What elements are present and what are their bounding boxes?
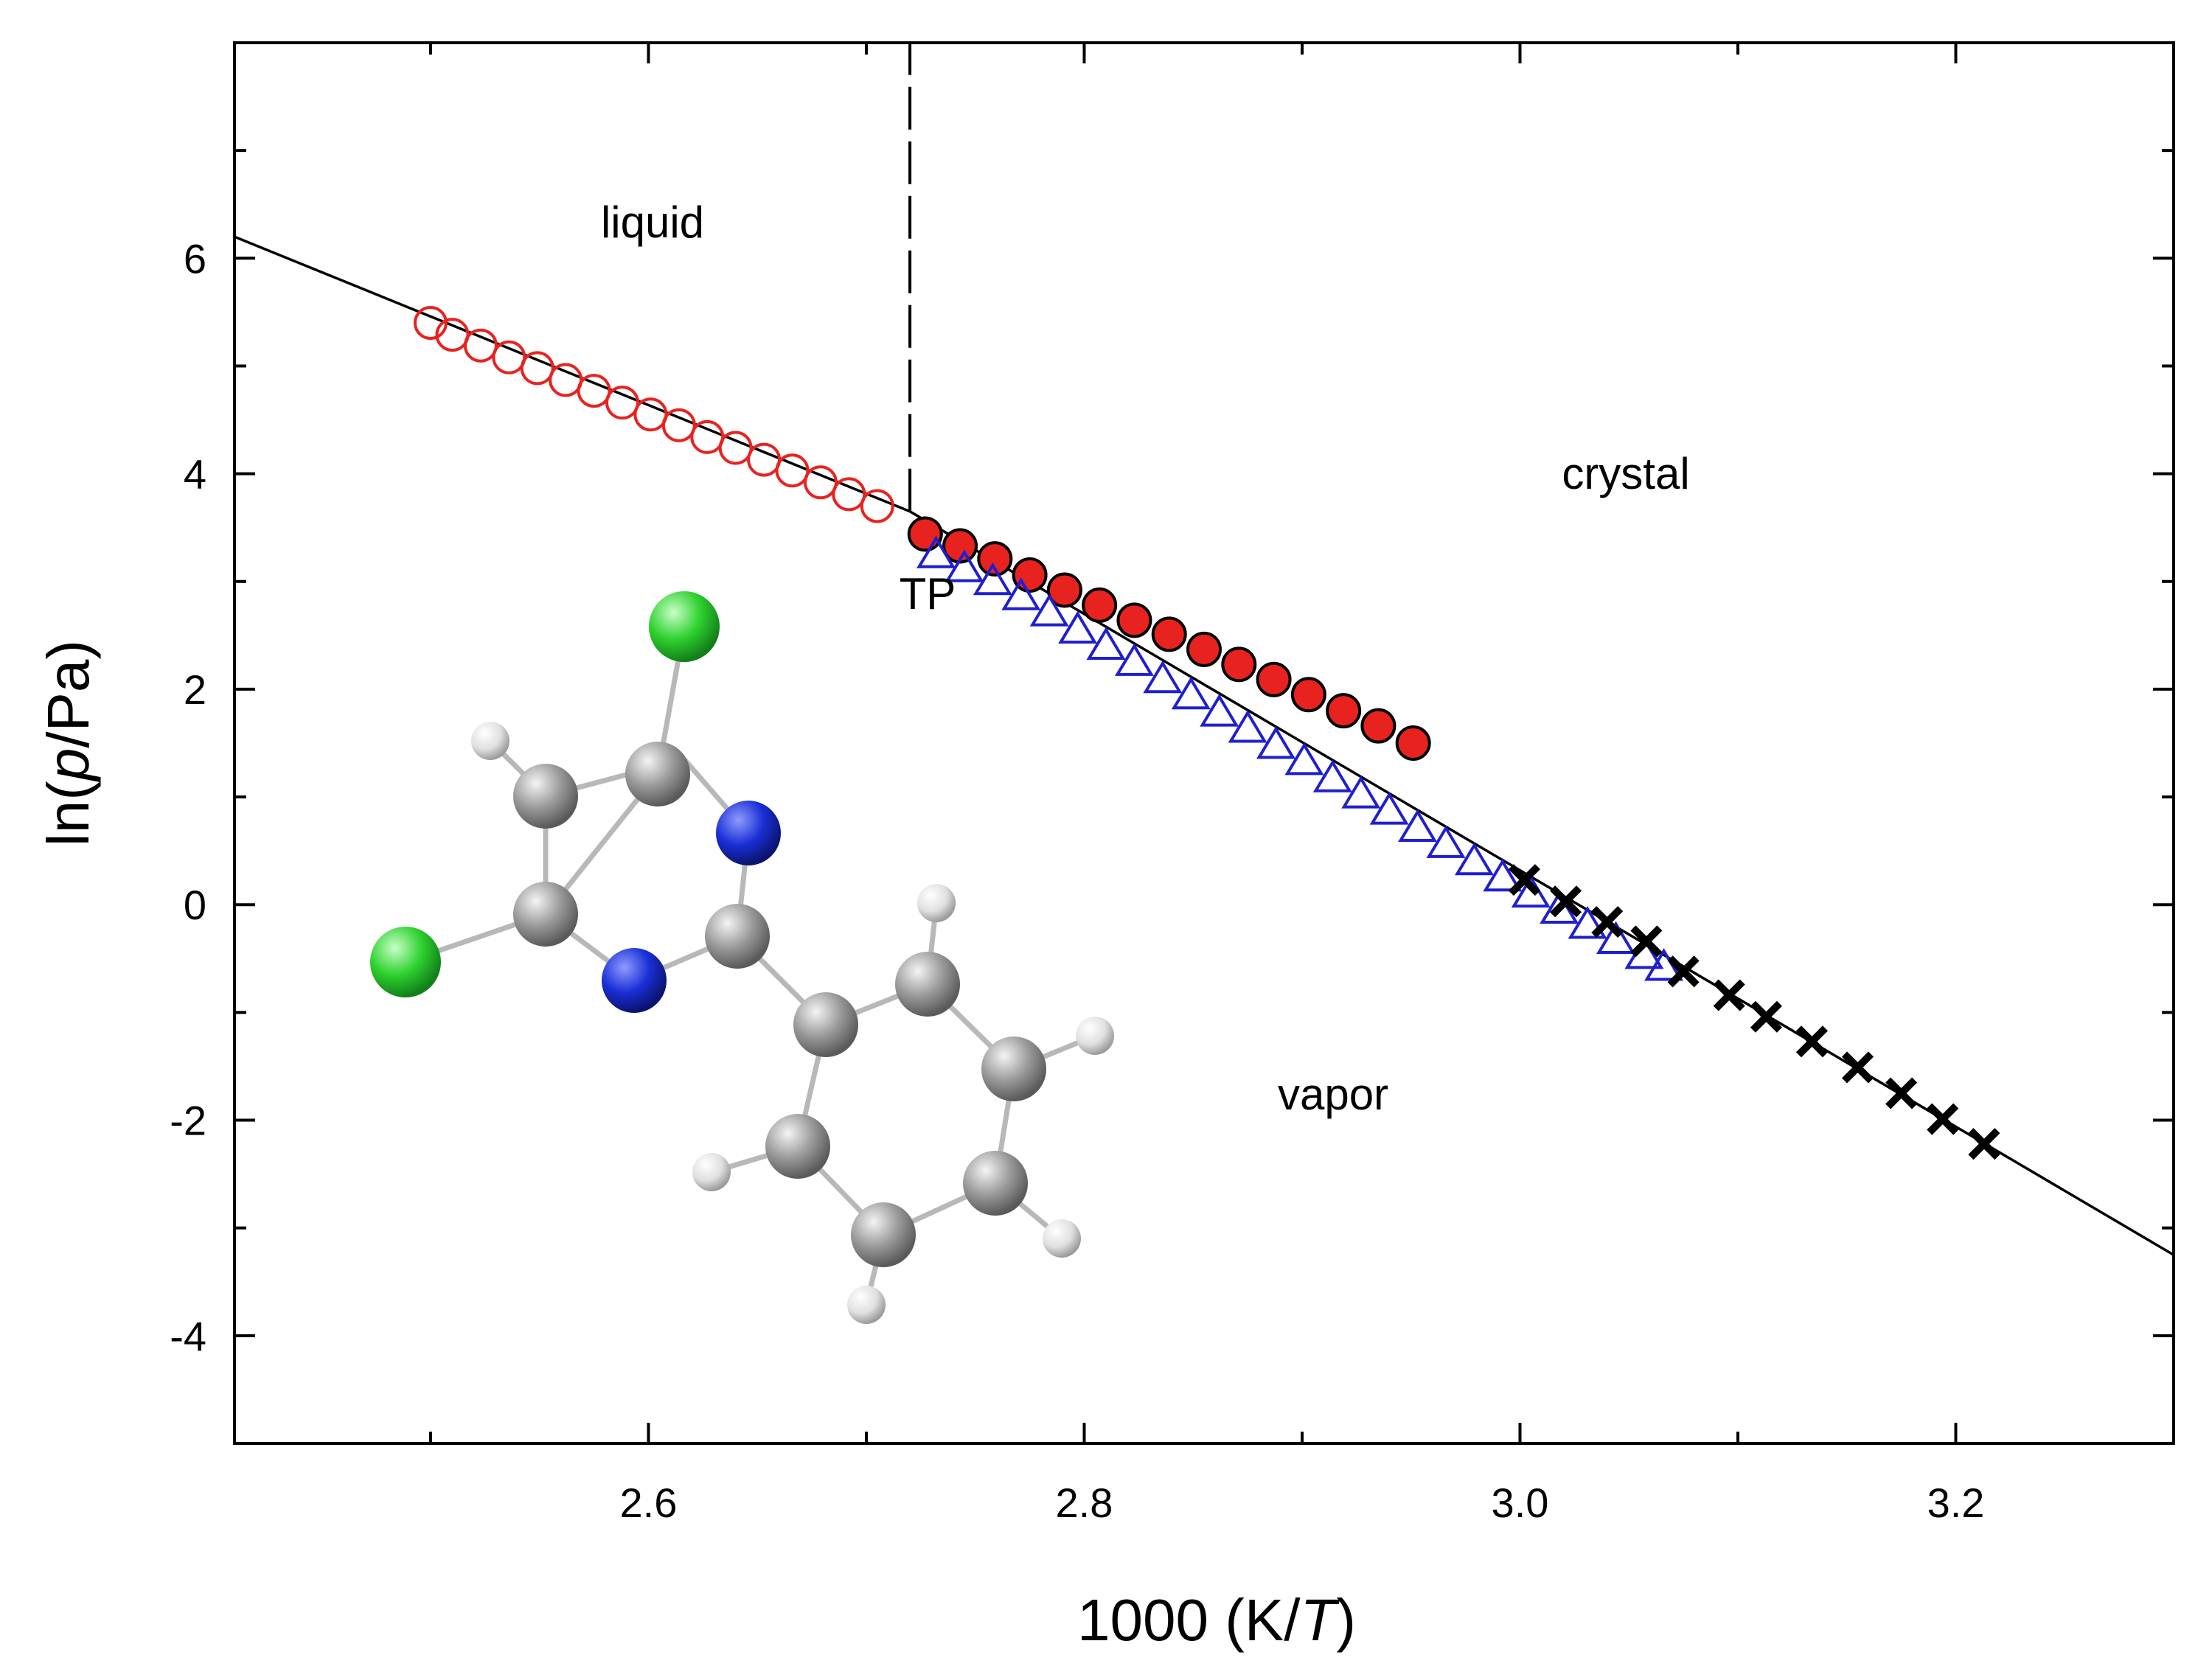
data-series xyxy=(413,306,2000,1160)
liquid-vapor-point xyxy=(860,489,894,523)
crystal-vapor-filled-point xyxy=(1046,572,1082,608)
liquid-vapor-point xyxy=(661,408,696,442)
annotations: liquid crystal TP vapor xyxy=(601,198,1690,1119)
crystal-vapor-triangles-point xyxy=(1228,710,1267,743)
crystal-vapor-crosses-series xyxy=(1508,864,2000,1160)
crystal-vapor-triangles-point xyxy=(1483,858,1523,892)
crystal-vapor-triangles-point xyxy=(1114,643,1154,676)
crystal-vapor-triangles-point xyxy=(1426,825,1466,858)
x-tick-label: 2.8 xyxy=(1056,1480,1113,1526)
y-tick-label: 4 xyxy=(184,451,206,498)
liquid-vapor-point xyxy=(633,397,668,432)
fit-lines xyxy=(234,235,2174,1256)
crystal-vapor-crosses-point xyxy=(1508,864,1540,896)
crystal-vapor-triangles-point xyxy=(1369,792,1409,825)
y-tick-label: -2 xyxy=(170,1098,206,1144)
crystal-vapor-crosses-point xyxy=(1750,1000,1782,1033)
crystal-vapor-triangles-point xyxy=(1143,660,1183,694)
annotation-crystal: crystal xyxy=(1562,449,1689,498)
crystal-vapor-triangles-point xyxy=(1568,906,1607,939)
liquid-vapor-point xyxy=(605,386,639,420)
crystal-vapor-triangles-point xyxy=(973,562,1012,596)
crystal-vapor-crosses-point xyxy=(1795,1025,1828,1058)
crystal-vapor-crosses-point xyxy=(1927,1103,1959,1135)
liquid-vapor-point xyxy=(520,351,554,386)
liquid-vapor-point xyxy=(549,363,583,397)
crystal-vapor-triangles-point xyxy=(1341,776,1381,809)
y-tick-label: -4 xyxy=(170,1313,206,1359)
crystal-vapor-filled-point xyxy=(1256,661,1292,697)
crystal-vapor-triangles-point xyxy=(1001,577,1041,610)
crystal-vapor-triangles-point xyxy=(1596,921,1636,954)
y-tick-label: 2 xyxy=(184,666,206,713)
crystal-vapor-filled-series xyxy=(907,516,1431,761)
liquid-vapor-point xyxy=(747,442,782,477)
crystal-vapor-triangles-series xyxy=(917,535,1684,981)
annotation-vapor: vapor xyxy=(1278,1070,1388,1119)
crystal-vapor-filled-point xyxy=(1116,602,1152,638)
liquid-vapor-point xyxy=(775,453,810,488)
crystal-vapor-triangles-point xyxy=(1029,593,1069,627)
crystal-fit xyxy=(909,510,2174,1256)
x-tick-label: 3.0 xyxy=(1492,1480,1549,1526)
y-tick-label: 6 xyxy=(184,235,206,282)
crystal-vapor-triangles-point xyxy=(1398,809,1438,842)
crystal-vapor-crosses-point xyxy=(1968,1128,2000,1160)
crystal-vapor-filled-point xyxy=(1395,725,1431,761)
crystal-vapor-crosses-point xyxy=(1841,1051,1874,1084)
crystal-vapor-crosses-point xyxy=(1630,925,1663,958)
liquid-vapor-point xyxy=(413,306,448,340)
axis-tick-labels: 2.6 2.8 3.0 3.2 -4 -2 0 2 4 6 xyxy=(170,235,1984,1526)
crystal-vapor-crosses-point xyxy=(1667,955,1700,988)
liquid-vapor-point xyxy=(803,465,838,500)
crystal-vapor-filled-point xyxy=(1326,693,1362,729)
annotation-tp: TP xyxy=(900,569,956,619)
crystal-vapor-triangles-point xyxy=(1284,742,1324,776)
crystal-vapor-triangles-point xyxy=(1086,627,1126,660)
y-axis-title: ln(p/Pa) xyxy=(35,640,101,846)
crystal-vapor-filled-point xyxy=(1082,587,1118,623)
crystal-vapor-triangles-point xyxy=(1511,874,1551,908)
crystal-vapor-crosses-point xyxy=(1885,1077,1918,1109)
x-axis-title: 1000 (K/T) xyxy=(1077,1587,1356,1653)
crystal-vapor-triangles-point xyxy=(1171,676,1211,710)
liquid-vapor-point xyxy=(690,419,725,454)
liquid-vapor-point xyxy=(832,477,866,512)
crystal-vapor-triangles-point xyxy=(1200,694,1239,727)
crystal-vapor-triangles-point xyxy=(1058,610,1098,644)
y-tick-label: 0 xyxy=(184,882,206,928)
annotation-liquid: liquid xyxy=(601,198,704,247)
crystal-vapor-filled-point xyxy=(907,516,943,552)
crystal-vapor-filled-point xyxy=(1151,616,1187,652)
axis-ticks xyxy=(234,43,2174,1445)
liquid-vapor-point xyxy=(718,431,753,465)
crystal-vapor-triangles-point xyxy=(1454,842,1494,876)
crystal-vapor-crosses-point xyxy=(1591,906,1624,938)
molecule-structure-inset xyxy=(370,591,1114,1324)
crystal-vapor-triangles-point xyxy=(917,535,956,568)
crystal-vapor-triangles-point xyxy=(945,549,984,582)
x-tick-label: 3.2 xyxy=(1927,1480,1985,1526)
liquid-fit xyxy=(234,235,911,513)
liquid-vapor-point xyxy=(463,328,498,363)
crystal-vapor-triangles-point xyxy=(1312,759,1352,792)
liquid-vapor-point xyxy=(577,374,611,408)
crystal-vapor-filled-point xyxy=(1360,708,1397,744)
plot-frame xyxy=(233,41,2175,1445)
crystal-vapor-triangles-point xyxy=(1256,726,1296,759)
crystal-vapor-filled-point xyxy=(1186,631,1222,667)
liquid-vapor-series xyxy=(413,306,894,523)
crystal-vapor-crosses-point xyxy=(1550,885,1582,918)
crystal-vapor-crosses-point xyxy=(1713,979,1745,1011)
crystal-vapor-filled-point xyxy=(1290,677,1326,713)
liquid-vapor-point xyxy=(492,340,526,374)
crystal-vapor-filled-point xyxy=(977,541,1013,577)
x-tick-label: 2.6 xyxy=(620,1480,678,1526)
crystal-vapor-filled-point xyxy=(1221,647,1257,683)
